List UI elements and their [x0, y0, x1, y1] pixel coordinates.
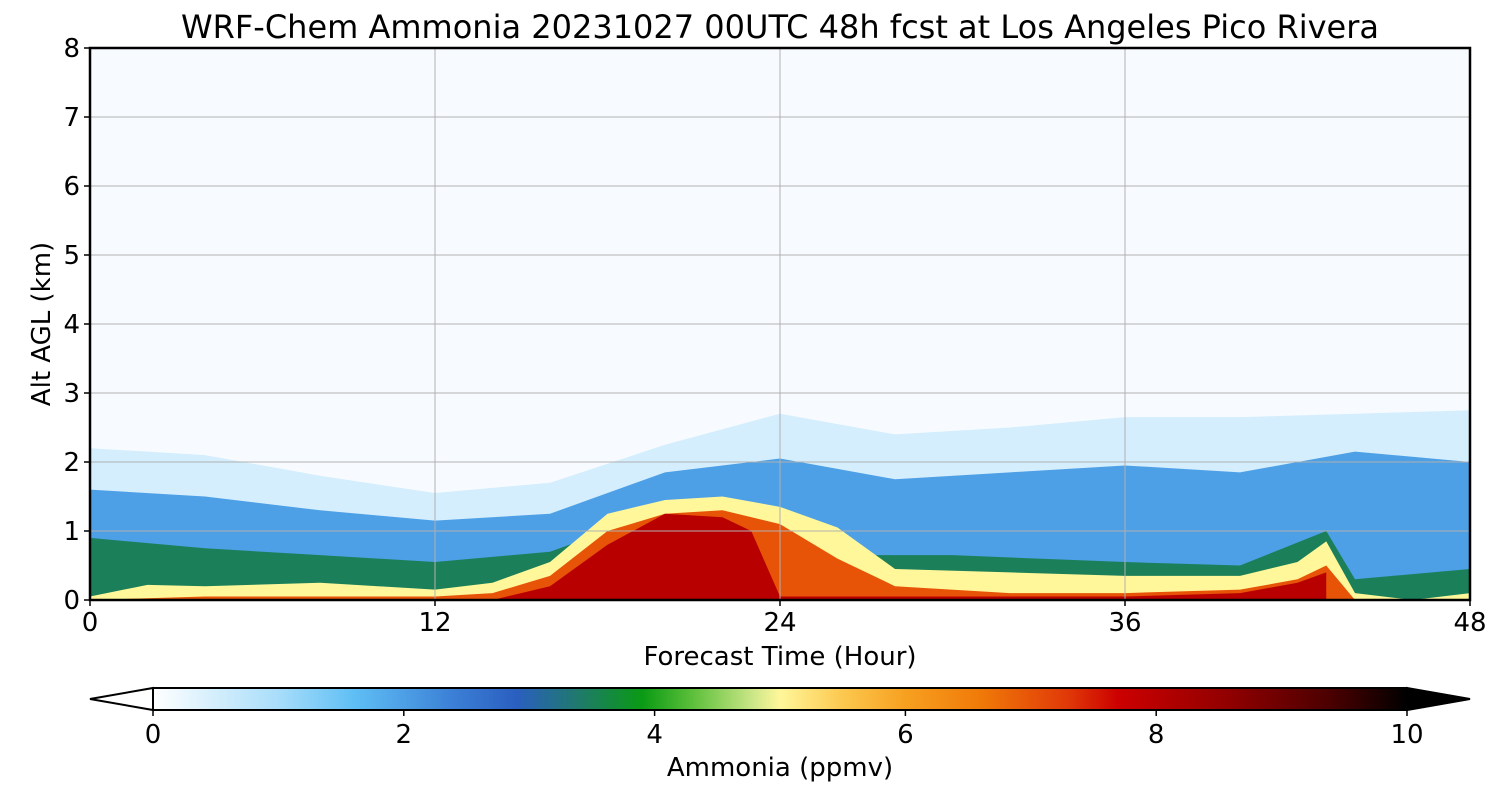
y-tick-label: 8: [63, 34, 80, 64]
colorbar-label: Ammonia (ppmv): [667, 753, 893, 783]
colorbar-over-arrow: [1406, 686, 1471, 712]
chart-title: WRF-Chem Ammonia 20231027 00UTC 48h fcst…: [181, 8, 1379, 46]
colorbar-under-arrow: [89, 686, 154, 712]
colorbar-scale: [152, 687, 1408, 711]
y-axis-label: Alt AGL (km): [27, 242, 57, 406]
x-axis: 0 12 24 36 48: [82, 600, 1487, 638]
colorbar-ticks: 0 2 4 6 8 10: [145, 710, 1424, 750]
y-tick-label: 7: [63, 103, 80, 133]
y-tick-label: 0: [63, 586, 80, 616]
colorbar-tick-label: 0: [145, 720, 162, 750]
y-axis: 0 1 2 3 4 5 6 7 8: [63, 34, 90, 616]
colorbar-tick-label: 8: [1148, 720, 1165, 750]
x-tick-label: 24: [763, 608, 796, 638]
colorbar-tick-label: 10: [1390, 720, 1423, 750]
colorbar-tick-label: 2: [396, 720, 413, 750]
x-tick-label: 12: [418, 608, 451, 638]
y-tick-label: 1: [63, 517, 80, 547]
y-tick-label: 5: [63, 241, 80, 271]
x-axis-label: Forecast Time (Hour): [643, 642, 916, 672]
band-6: [492, 513, 1327, 600]
colorbar-tick-label: 4: [646, 720, 663, 750]
colorbar: 0 2 4 6 8 10 Ammonia (ppmv): [89, 686, 1471, 783]
y-tick-label: 3: [63, 379, 80, 409]
x-tick-label: 36: [1108, 608, 1141, 638]
x-tick-label: 0: [82, 608, 99, 638]
colorbar-tick-label: 6: [897, 720, 914, 750]
y-tick-label: 2: [63, 448, 80, 478]
y-tick-label: 6: [63, 172, 80, 202]
x-tick-label: 48: [1453, 608, 1486, 638]
y-tick-label: 4: [63, 310, 80, 340]
